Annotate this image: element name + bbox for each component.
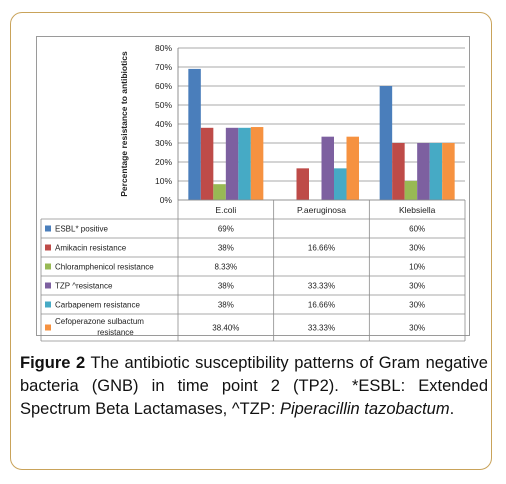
bar — [429, 143, 443, 200]
table-cell-value: 60% — [409, 225, 425, 234]
bar — [238, 127, 251, 200]
bar — [392, 143, 405, 200]
legend-key — [45, 282, 51, 289]
y-tick-label: 40% — [155, 119, 172, 129]
bar — [250, 127, 264, 200]
legend-label: Amikacin resistance — [55, 244, 127, 253]
caption-label: Figure 2 — [20, 354, 86, 372]
legend-key — [45, 244, 51, 251]
category-label: P.aeruginosa — [297, 205, 346, 215]
bar — [334, 168, 347, 200]
legend-key — [45, 324, 51, 331]
caption-end: . — [449, 400, 455, 418]
y-tick-label: 70% — [155, 62, 172, 72]
y-tick-label: 20% — [155, 157, 172, 167]
bar — [379, 86, 393, 200]
table-cell-value: 16.66% — [308, 301, 335, 310]
bar — [296, 168, 309, 200]
bar — [404, 181, 418, 200]
legend-label: Cefoperazone sulbactum — [55, 317, 144, 326]
table-cell-value: 30% — [409, 301, 425, 310]
legend-label: Carbapenem resistance — [55, 301, 140, 310]
table-cell-value: 38% — [218, 301, 234, 310]
legend-key — [45, 301, 51, 308]
table-cell-value: 38% — [218, 282, 234, 291]
table-cell-value: 69% — [218, 225, 234, 234]
figure-frame — [10, 12, 492, 470]
legend-key — [45, 263, 51, 270]
y-tick-label: 30% — [155, 138, 172, 148]
table-cell-value: 10% — [409, 263, 425, 272]
category-label: E.coli — [215, 205, 236, 215]
table-cell-value: 33.33% — [308, 282, 335, 291]
bar — [188, 68, 201, 201]
legend-label: ESBL* positive — [55, 225, 108, 234]
y-axis-title: Percentage resistance to antibiotics — [119, 51, 129, 197]
table-cell-value: 38% — [218, 244, 234, 253]
caption-italic: Piperacillin tazobactum — [279, 400, 450, 418]
bar — [442, 143, 455, 200]
table-cell-value: 30% — [409, 282, 425, 291]
table-cell-value: 33.33% — [308, 324, 335, 333]
table-cell-value: 30% — [409, 324, 425, 333]
table-cell-value: 30% — [409, 244, 425, 253]
y-tick-label: 0% — [160, 195, 173, 205]
legend-key — [45, 225, 51, 232]
y-tick-label: 10% — [155, 176, 172, 186]
bar — [321, 136, 334, 200]
bar — [213, 184, 226, 200]
legend-label: resistance — [97, 328, 134, 337]
category-label: Klebsiella — [399, 205, 436, 215]
caption-text: The antibiotic susceptibility patterns o… — [20, 354, 488, 418]
figure-caption: Figure 2 The antibiotic susceptibility p… — [20, 352, 488, 421]
table-cell-value: 8.33% — [214, 263, 237, 272]
table-cell-value: 38.40% — [212, 324, 239, 333]
legend-label: TZP ^resistance — [55, 282, 113, 291]
bar — [346, 136, 359, 200]
y-tick-label: 50% — [155, 100, 172, 110]
bar — [200, 127, 214, 200]
y-tick-label: 80% — [155, 43, 172, 53]
bar — [225, 127, 239, 200]
y-tick-label: 60% — [155, 81, 172, 91]
legend-label: Chloramphenicol resistance — [55, 263, 154, 272]
table-cell-value: 16.66% — [308, 244, 335, 253]
bar — [417, 143, 430, 200]
